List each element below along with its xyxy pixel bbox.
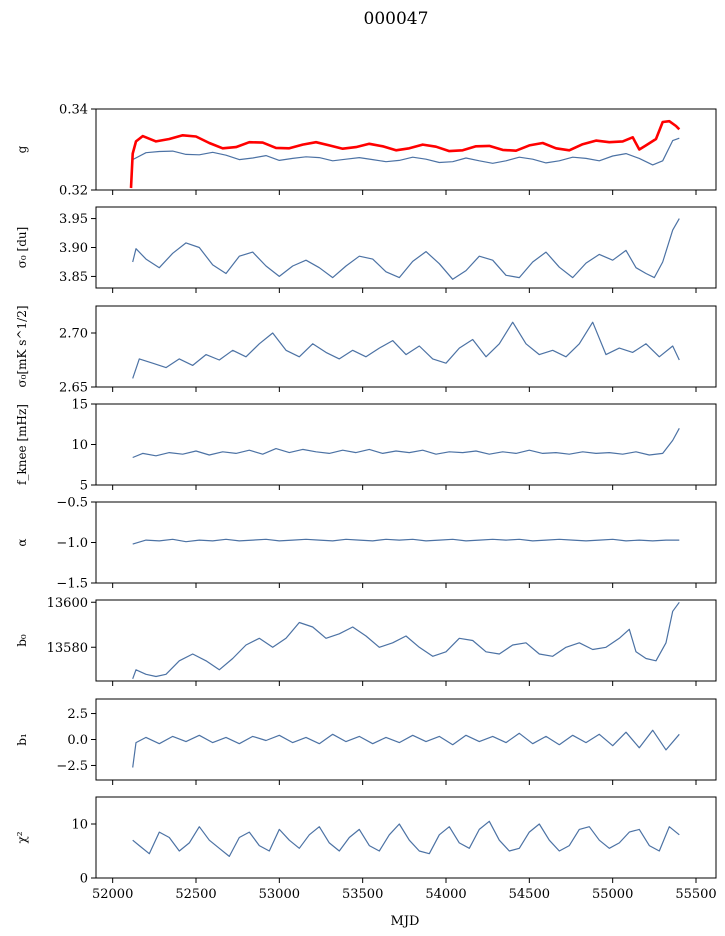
axes-frame <box>95 599 717 682</box>
series-line-1 <box>132 729 680 768</box>
y-tick-label: 0.32 <box>59 184 88 199</box>
panel-5: −1.5 −1.0 −0.5 α <box>15 496 717 592</box>
y-tick-label: 3.90 <box>59 241 88 256</box>
series-line-1 <box>132 428 680 459</box>
series-line-1 <box>132 321 680 379</box>
y-axis-label: b₀ <box>15 634 29 647</box>
x-tick-label: 55500 <box>675 887 716 902</box>
axes-frame <box>95 305 717 388</box>
panels: 0.32 0.34 g 3.85 3.90 3.95 σ₀ [du] 2.65 2.70 σ₀[m… <box>15 103 717 903</box>
x-tick-label: 54500 <box>509 887 550 902</box>
panel-3: 2.65 2.70 σ₀[mK s^1/2] <box>15 305 717 396</box>
y-tick-label: 13600 <box>47 596 88 611</box>
y-tick-label: −1.5 <box>56 577 88 592</box>
y-tick-label: 3.95 <box>59 212 88 227</box>
series-line-2 <box>129 119 681 189</box>
y-axis-label: g <box>15 145 29 153</box>
y-axis-label: σ₀ [du] <box>15 227 29 269</box>
y-tick-label: 0 <box>80 872 88 887</box>
y-axis-label: χ² <box>15 831 29 843</box>
y-axis-label: α <box>15 538 29 546</box>
y-tick-label: 2.5 <box>67 707 88 722</box>
axes-frame <box>95 501 717 584</box>
y-tick-label: 15 <box>71 398 88 413</box>
y-tick-label: 0.0 <box>67 733 88 748</box>
y-tick-label: 10 <box>71 438 88 453</box>
y-axis-label: f_knee [mHz] <box>15 404 29 485</box>
series-line-1 <box>132 218 680 280</box>
axes-frame <box>95 108 717 191</box>
series-line-1 <box>132 601 680 680</box>
y-tick-label: 0.34 <box>59 103 88 118</box>
x-tick-label: 53000 <box>259 887 300 902</box>
y-axis-label: σ₀[mK s^1/2] <box>15 305 29 387</box>
series-line-1 <box>132 137 680 166</box>
y-tick-label: 5 <box>80 479 88 494</box>
y-tick-label: 2.65 <box>59 381 88 396</box>
panel-7: −2.5 0.0 2.5 b₁ <box>15 698 717 785</box>
panel-4: 5 10 15 f_knee [mHz] <box>15 398 717 494</box>
axes-frame <box>95 403 717 486</box>
x-tick-label: 55000 <box>592 887 633 902</box>
y-axis-label: b₁ <box>15 733 29 746</box>
x-tick-label: 52000 <box>92 887 133 902</box>
x-tick-label: 54000 <box>425 887 466 902</box>
axes-frame <box>95 206 717 289</box>
y-tick-label: 10 <box>71 818 88 833</box>
y-tick-label: −0.5 <box>56 496 88 511</box>
x-axis-label: MJD <box>391 914 420 929</box>
y-tick-label: 3.85 <box>59 270 88 285</box>
panel-1: 0.32 0.34 g <box>15 103 717 199</box>
x-tick-label: 53500 <box>342 887 383 902</box>
series-line-1 <box>132 538 680 545</box>
y-tick-label: −1.0 <box>56 536 88 551</box>
figure-title: 000047 <box>364 9 429 29</box>
axes-frame <box>95 796 717 879</box>
y-tick-label: 13580 <box>47 641 88 656</box>
y-tick-label: −2.5 <box>56 759 88 774</box>
panel-8: 0 10 52000 52500 53000 53500 54000 54500 55000 55… <box>15 796 717 902</box>
series-line-1 <box>132 820 680 858</box>
panel-6: 13580 13600 b₀ <box>15 596 717 686</box>
y-tick-label: 2.70 <box>59 327 88 342</box>
x-tick-label: 52500 <box>175 887 216 902</box>
panel-2: 3.85 3.90 3.95 σ₀ [du] <box>15 206 717 293</box>
